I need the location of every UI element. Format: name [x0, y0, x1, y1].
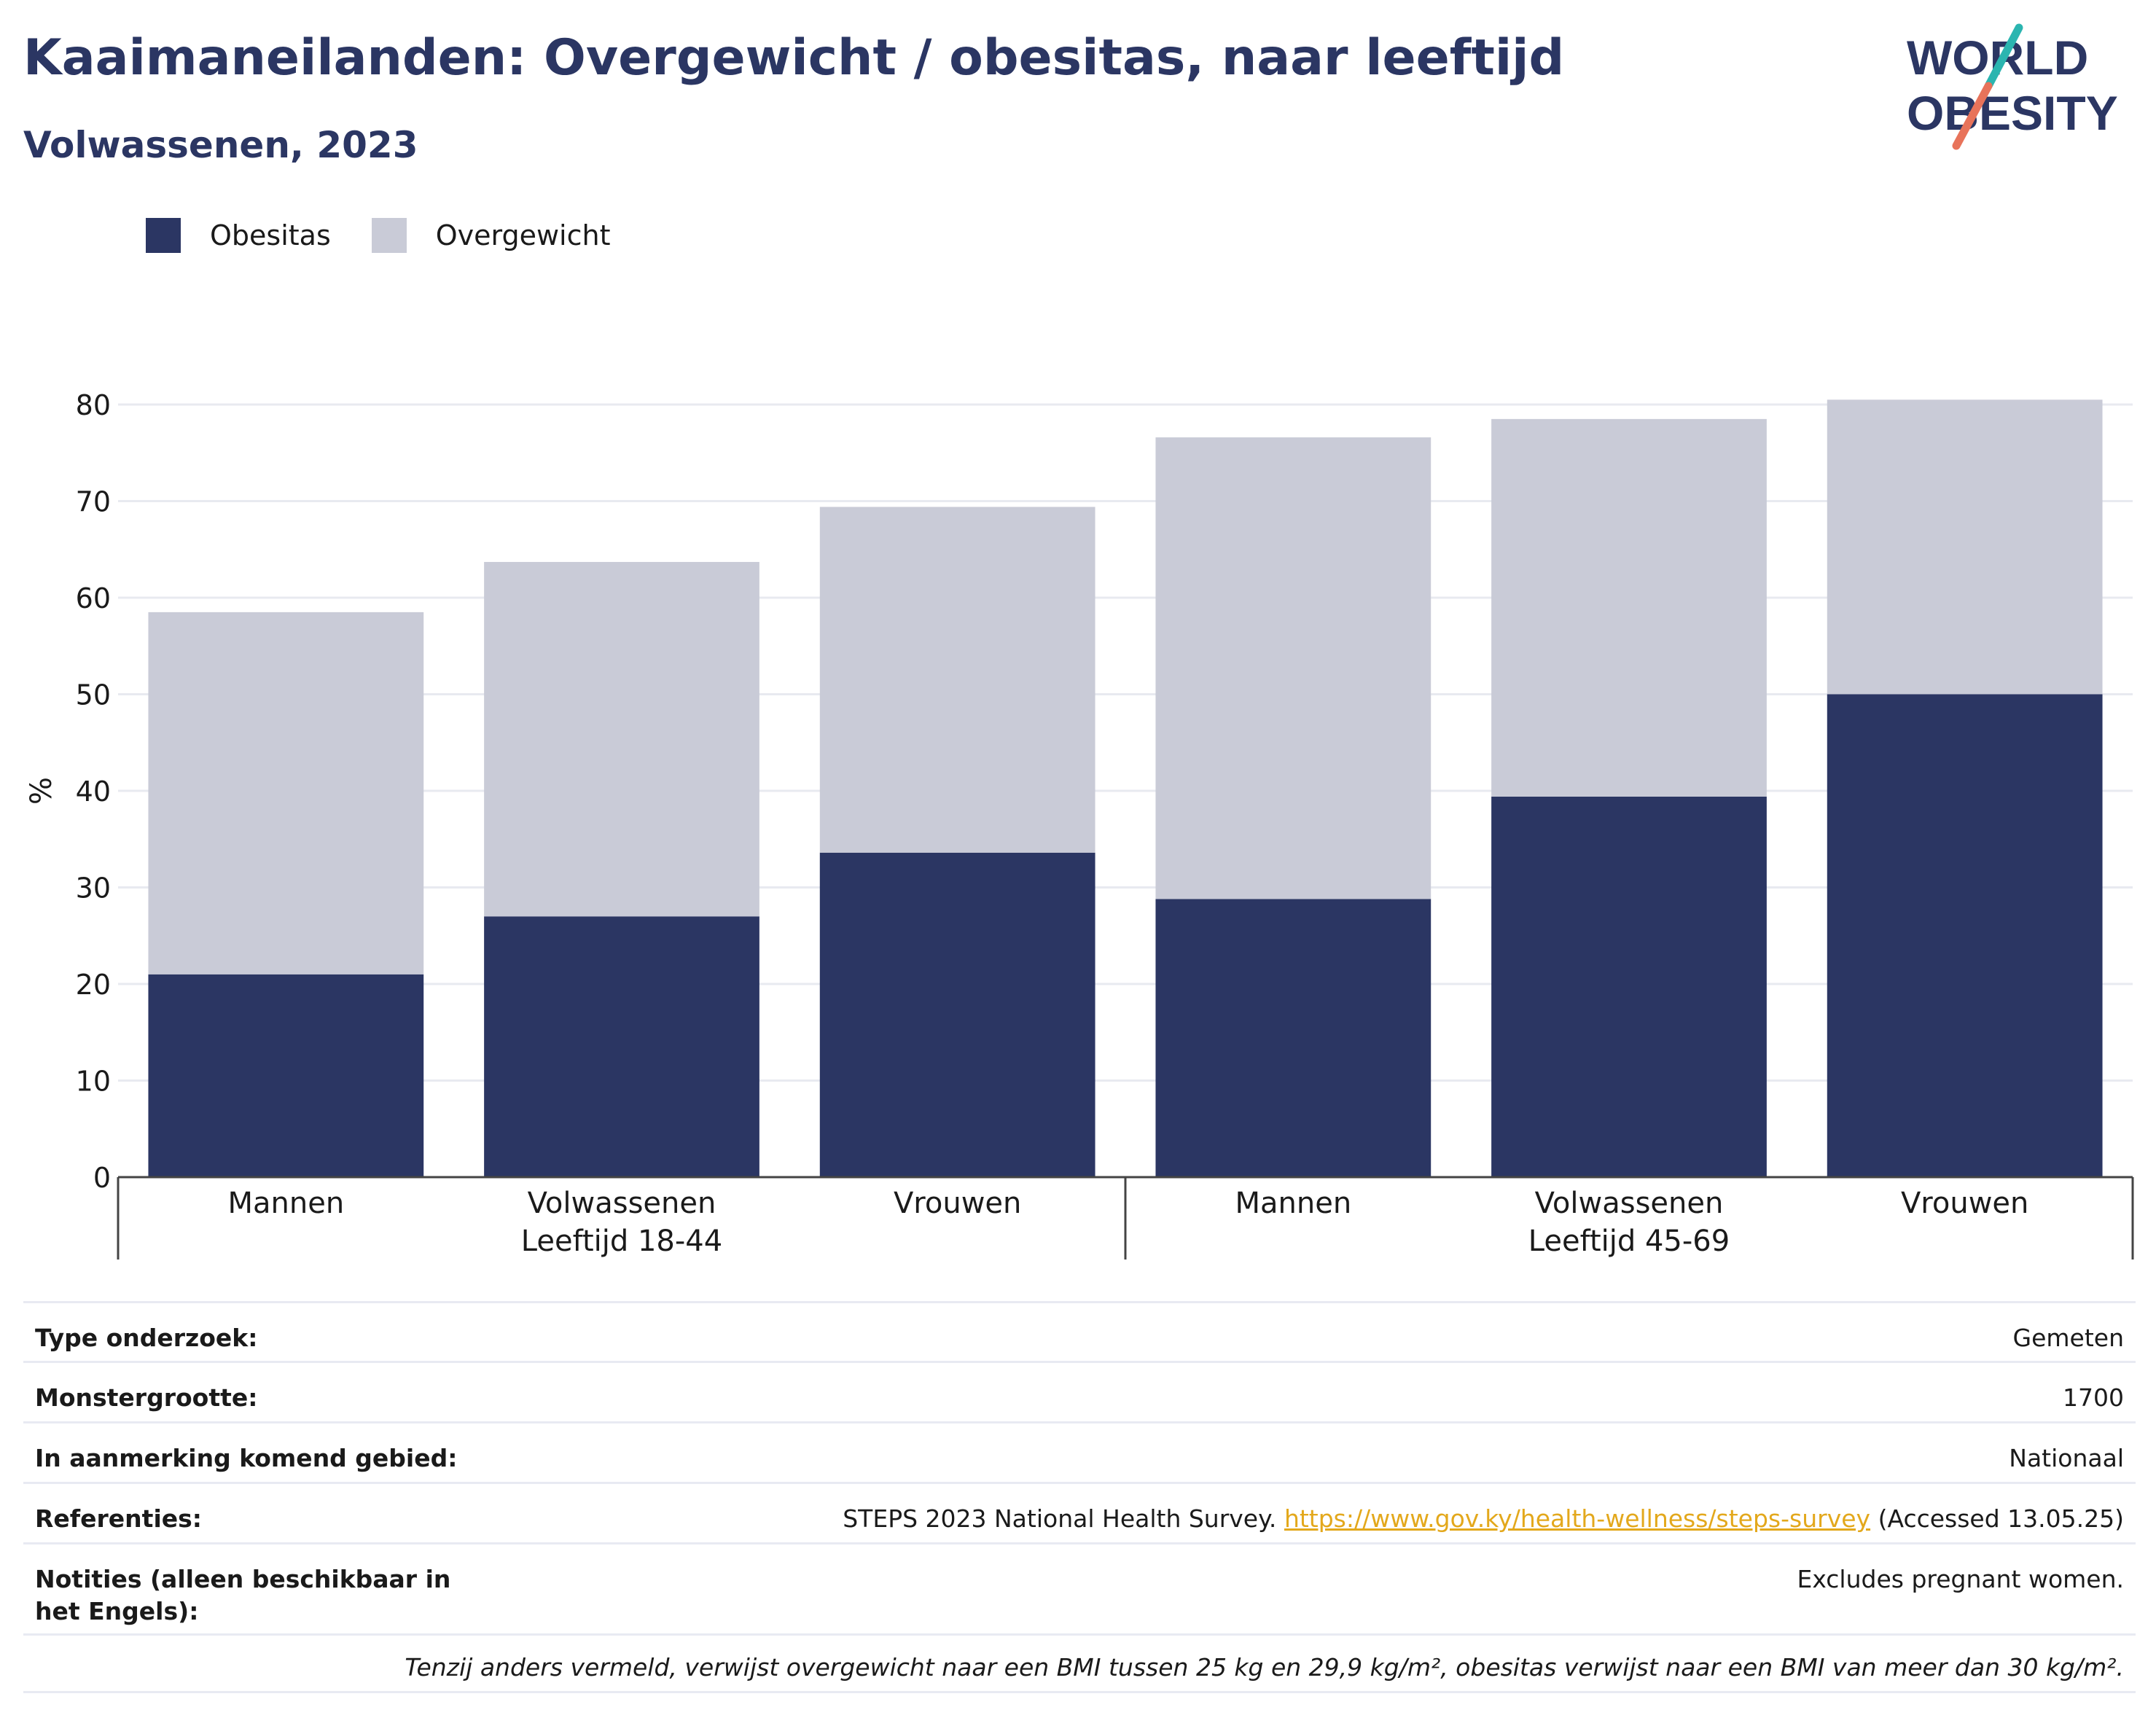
x-tick-label: Volwassenen: [528, 1187, 716, 1220]
bar-overweight: [1155, 437, 1432, 899]
legend-label-overweight: Overgewicht: [435, 219, 611, 251]
info-value-sample-size: 1700: [2063, 1383, 2124, 1412]
page-subtitle: Volwassenen, 2023: [23, 124, 418, 166]
y-tick-label: 20: [76, 969, 111, 1001]
info-label-area: In aanmerking komend gebied:: [35, 1444, 458, 1472]
info-value-type: Gemeten: [2012, 1324, 2124, 1352]
bar-obesity: [1491, 796, 1767, 1177]
page-title: Kaaimaneilanden: Overgewicht / obesitas,…: [23, 29, 1565, 87]
bar-overweight: [1827, 399, 2103, 695]
bar-obesity: [1827, 694, 2103, 1177]
bar-overweight: [148, 612, 424, 975]
y-tick-label: 30: [76, 872, 111, 905]
chart-legend: Obesitas Overgewicht: [146, 217, 652, 254]
bar-overweight: [484, 561, 759, 917]
x-tick-label: Mannen: [1235, 1187, 1351, 1220]
references-link[interactable]: https://www.gov.ky/health-wellness/steps…: [1284, 1504, 1871, 1533]
y-tick-label: 80: [76, 389, 111, 421]
y-tick-label: 40: [76, 776, 111, 808]
info-row-area: In aanmerking komend gebied: Nationaal: [23, 1421, 2136, 1482]
references-text: STEPS 2023 National Health Survey.: [843, 1504, 1277, 1533]
bar-overweight: [819, 507, 1095, 853]
y-tick-label: 50: [76, 679, 111, 711]
x-group-label: Leeftijd 18-44: [521, 1225, 722, 1258]
info-row-sample-size: Monstergrootte: 1700: [23, 1361, 2136, 1421]
legend-label-obesity: Obesitas: [210, 219, 331, 251]
info-value-references: STEPS 2023 National Health Survey. https…: [843, 1503, 2124, 1535]
x-group-label: Leeftijd 45-69: [1528, 1225, 1730, 1258]
legend-swatch-obesity: [146, 218, 181, 253]
info-row-notes: Notities (alleen beschikbaar in het Enge…: [23, 1542, 2136, 1633]
legend-item-obesity[interactable]: Obesitas: [146, 218, 331, 253]
info-label-notes: Notities (alleen beschikbaar in het Enge…: [35, 1565, 451, 1625]
x-tick-label: Vrouwen: [894, 1187, 1021, 1220]
bar-obesity: [484, 916, 759, 1177]
y-tick-label: 70: [76, 486, 111, 518]
info-label-references: Referenties:: [35, 1504, 202, 1533]
logo-text-obesity: OBESITY: [1907, 86, 2118, 140]
x-tick-label: Volwassenen: [1535, 1187, 1724, 1220]
bar-obesity: [1155, 899, 1432, 1177]
y-tick-label: 0: [93, 1162, 111, 1194]
stacked-bar-chart: 0 10 20 30 40 50 60 70 80% Mannen Volwassenen Vrouw…: [25, 389, 2134, 1260]
bar-obesity: [819, 852, 1095, 1177]
logo-slash-teal: [1984, 23, 2023, 90]
info-row-type: Type onderzoek: Gemeten: [23, 1301, 2136, 1361]
info-label-sample-size: Monstergrootte:: [35, 1383, 258, 1412]
bar-overweight: [1491, 418, 1767, 797]
info-table: Type onderzoek: Gemeten Monstergrootte: …: [23, 1301, 2136, 1693]
y-tick-label: 10: [76, 1066, 111, 1098]
logo-slash-coral: [1952, 82, 1993, 150]
references-suffix: (Accessed 13.05.25): [1878, 1504, 2124, 1533]
y-tick-label: 60: [76, 582, 111, 614]
definition-footnote: Tenzij anders vermeld, verwijst overgewi…: [23, 1633, 2136, 1693]
info-value-area: Nationaal: [2009, 1444, 2124, 1472]
y-axis-label: %: [25, 777, 58, 805]
x-tick-label: Mannen: [227, 1187, 344, 1220]
legend-item-overweight[interactable]: Overgewicht: [371, 218, 611, 253]
bar-obesity: [148, 974, 424, 1177]
world-obesity-logo: WORLD OBESITY: [1907, 23, 2118, 150]
info-row-references: Referenties: STEPS 2023 National Health …: [23, 1482, 2136, 1542]
legend-swatch-overweight: [371, 218, 407, 253]
info-value-notes: Excludes pregnant women.: [1797, 1565, 2124, 1593]
x-tick-label: Vrouwen: [1901, 1187, 2028, 1220]
info-label-type: Type onderzoek:: [35, 1324, 258, 1352]
